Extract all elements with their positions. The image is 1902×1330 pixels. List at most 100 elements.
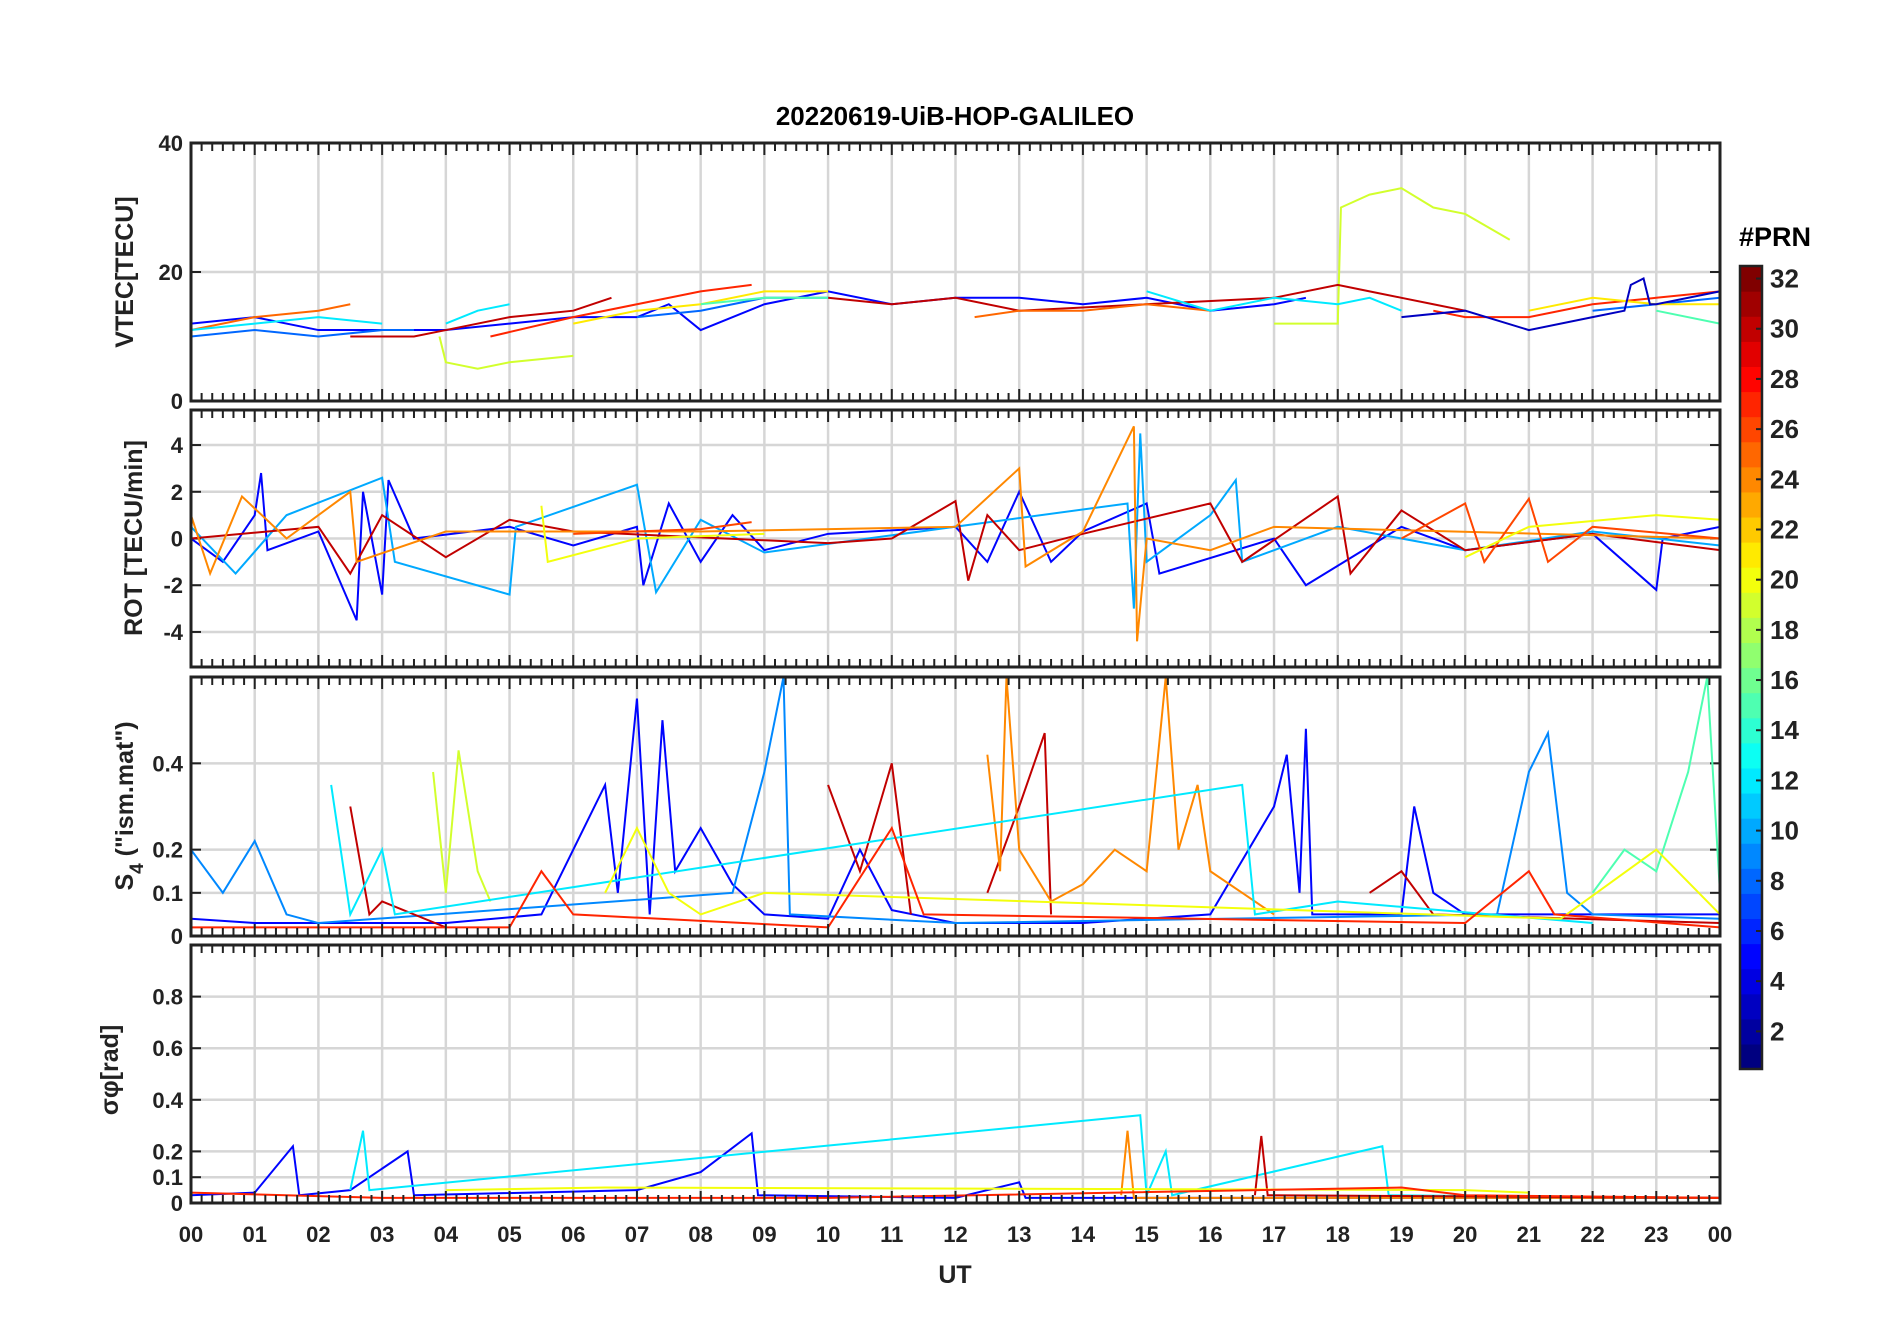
x-tick-label: 08 bbox=[688, 1222, 712, 1247]
x-tick-label: 18 bbox=[1326, 1222, 1350, 1247]
colorbar-swatch bbox=[1740, 767, 1762, 794]
colorbar-label: #PRN bbox=[1739, 222, 1811, 252]
series-line-prn-30 bbox=[349, 806, 447, 929]
x-tick-label: 03 bbox=[370, 1222, 394, 1247]
series-line-prn-26 bbox=[1400, 496, 1720, 565]
colorbar-swatch bbox=[1740, 366, 1762, 393]
colorbar-swatch bbox=[1740, 667, 1762, 694]
colorbar-swatch bbox=[1740, 617, 1762, 644]
series-line-prn-20 bbox=[604, 825, 1720, 920]
colorbar-swatch bbox=[1740, 818, 1762, 844]
series-line-prn-15 bbox=[1656, 309, 1720, 325]
series-line-prn-21 bbox=[1528, 296, 1720, 312]
axes-box bbox=[189, 943, 1722, 1205]
colorbar-swatch bbox=[1740, 692, 1762, 719]
y-tick-label: 0.4 bbox=[152, 751, 183, 776]
series-line-prn-30 bbox=[827, 763, 912, 915]
x-axis-label: UT bbox=[938, 1261, 971, 1289]
y-tick-label: 0.8 bbox=[152, 985, 183, 1010]
y-tick-label: 0 bbox=[171, 527, 183, 552]
series-line-prn-27 bbox=[490, 283, 752, 338]
series-line-prn-5 bbox=[191, 698, 1720, 925]
series-line-prn-12 bbox=[330, 783, 1593, 925]
y-tick-label: -2 bbox=[163, 573, 183, 598]
series-line-prn-27 bbox=[1433, 290, 1720, 319]
y-tick-label: 0 bbox=[171, 1191, 183, 1216]
colorbar-swatch bbox=[1740, 1018, 1762, 1045]
colorbar-swatch bbox=[1740, 1043, 1762, 1070]
x-tick-label: 06 bbox=[561, 1222, 585, 1247]
s4-label-sub: 4 bbox=[127, 863, 148, 874]
colorbar-tick-label: 22 bbox=[1770, 514, 1799, 544]
axes-box bbox=[189, 408, 1722, 669]
series-line-prn-19 bbox=[438, 336, 574, 370]
colorbar-swatch bbox=[1740, 868, 1762, 894]
colorbar-swatch bbox=[1740, 968, 1762, 995]
s4-label-rest: ("ism.mat") bbox=[111, 721, 139, 863]
colorbar-tick-label: 8 bbox=[1770, 866, 1784, 896]
x-tick-label: 02 bbox=[306, 1222, 330, 1247]
colorbar-swatch bbox=[1740, 466, 1762, 493]
colorbar-tick-label: 10 bbox=[1770, 816, 1799, 846]
y-axis-label-vtec: VTEC[TECU] bbox=[111, 196, 139, 347]
colorbar-tick-label: 30 bbox=[1770, 314, 1799, 344]
colorbar-swatch bbox=[1740, 542, 1762, 568]
chart-title: 20220619-UiB-HOP-GALILEO bbox=[776, 101, 1134, 131]
series-line-prn-30 bbox=[191, 494, 1720, 581]
colorbar-swatch bbox=[1740, 341, 1762, 367]
x-tick-label: 13 bbox=[1007, 1222, 1031, 1247]
s4-label-s: S bbox=[111, 874, 139, 891]
y-tick-label: 0.1 bbox=[152, 881, 183, 906]
series-line-prn-30 bbox=[827, 283, 1466, 312]
axes-box bbox=[189, 675, 1722, 938]
series-line-prn-8 bbox=[191, 329, 414, 338]
y-tick-label: 0 bbox=[171, 389, 183, 414]
colorbar-swatch bbox=[1740, 742, 1762, 769]
series-line-prn-24 bbox=[986, 677, 1275, 916]
series-line-prn-30 bbox=[986, 732, 1053, 915]
series-line-prn-26 bbox=[573, 521, 752, 535]
colorbar-swatch bbox=[1740, 416, 1762, 443]
colorbar-swatch bbox=[1740, 391, 1762, 418]
x-tick-label: 20 bbox=[1453, 1222, 1477, 1247]
panel-1: -4 -2 0 2 4 bbox=[163, 408, 1722, 669]
colorbar-tick-label: 16 bbox=[1770, 665, 1799, 695]
y-tick-label: 4 bbox=[171, 433, 184, 458]
colorbar-swatch bbox=[1740, 441, 1762, 468]
colorbar-swatch bbox=[1740, 717, 1762, 744]
y-axis-label-sigma: σφ[rad] bbox=[96, 1025, 124, 1116]
y-tick-label: 0.6 bbox=[152, 1036, 183, 1061]
colorbar-swatch bbox=[1740, 943, 1762, 970]
series-line-prn-30 bbox=[350, 296, 612, 338]
colorbar-tick-label: 18 bbox=[1770, 615, 1799, 645]
colorbar-swatch bbox=[1740, 792, 1762, 819]
series-line-prn-15 bbox=[700, 296, 829, 306]
colorbar-swatch bbox=[1740, 993, 1762, 1020]
colorbar-tick-label: 6 bbox=[1770, 916, 1784, 946]
series-line-prn-12 bbox=[349, 1114, 1720, 1199]
colorbar-swatch bbox=[1740, 291, 1762, 317]
series-line-prn-5 bbox=[191, 472, 1720, 621]
x-tick-label: 19 bbox=[1389, 1222, 1413, 1247]
series-group bbox=[191, 187, 1720, 370]
series-group bbox=[191, 425, 1720, 642]
x-tick-label: 17 bbox=[1262, 1222, 1286, 1247]
panel-2: 0 0.1 0.2 0.4 bbox=[152, 675, 1722, 949]
series-line-prn-19 bbox=[432, 750, 492, 902]
colorbar-swatch bbox=[1740, 516, 1762, 543]
y-tick-label: 20 bbox=[159, 260, 183, 285]
colorbar-tick-label: 20 bbox=[1770, 565, 1799, 595]
colorbar-swatch bbox=[1740, 316, 1762, 342]
x-tick-label: 00 bbox=[1708, 1222, 1732, 1247]
colorbar-tick-label: 24 bbox=[1770, 464, 1799, 494]
colorbar-swatch bbox=[1740, 918, 1762, 945]
y-tick-label: 0.1 bbox=[152, 1165, 183, 1190]
x-tick-label: 22 bbox=[1580, 1222, 1604, 1247]
x-tick-label: 10 bbox=[816, 1222, 840, 1247]
series-line-prn-15 bbox=[1591, 677, 1720, 894]
x-tick-label: 00 bbox=[179, 1222, 203, 1247]
series-line-prn-12 bbox=[191, 316, 383, 332]
series-line-prn-25 bbox=[974, 303, 1211, 319]
series-line-prn-3 bbox=[1401, 276, 1720, 332]
